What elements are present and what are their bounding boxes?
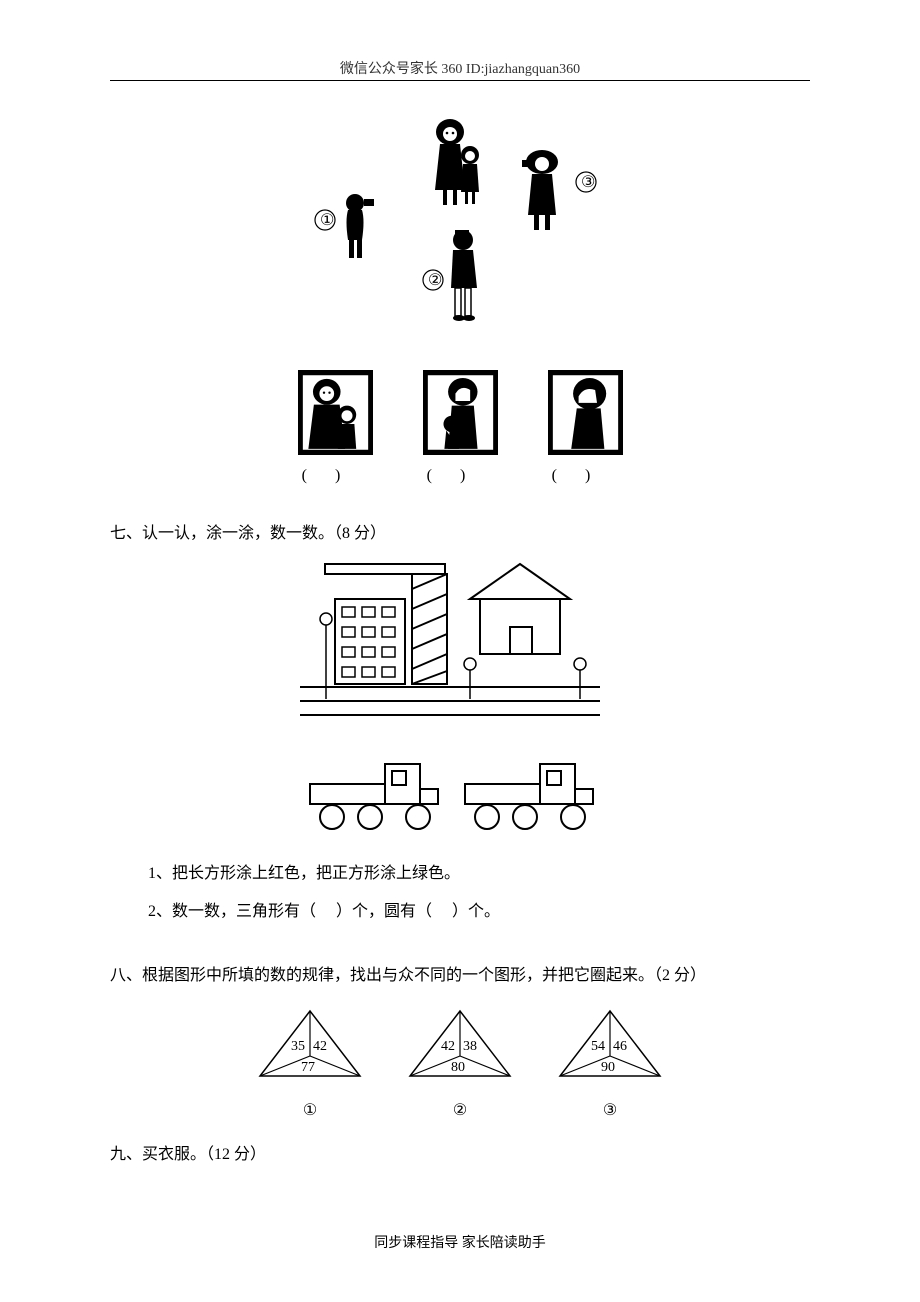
photo-bracket-3: () — [548, 467, 623, 485]
triangles-row: 35 42 77 ① 42 38 80 ② — [110, 1006, 810, 1126]
photo-bracket-2: () — [423, 467, 498, 485]
svg-text:77: 77 — [301, 1060, 315, 1075]
shapes-svg — [290, 559, 630, 839]
section-8-title: 八、根据图形中所填的数的规律，找出与众不同的一个图形，并把它圈起来。（2 分） — [110, 962, 810, 991]
triangle-3-label: ③ — [555, 1097, 665, 1126]
photo-frame-2 — [423, 370, 498, 455]
photo-bracket-1: () — [298, 467, 373, 485]
photo-option-2: () — [423, 370, 498, 485]
photo-option-3: () — [548, 370, 623, 485]
page-header: 微信公众号家长 360 ID:jiazhangquan360 — [0, 58, 920, 78]
section-9-title: 九、买衣服。（12 分） — [110, 1141, 810, 1170]
section-7-title: 七、认一认，涂一涂，数一数。（8 分） — [110, 520, 810, 549]
shapes-scene — [110, 559, 810, 850]
triangle-2-label: ② — [405, 1097, 515, 1126]
photographers-svg: ① — [290, 110, 630, 340]
triangle-1: 35 42 77 ① — [255, 1006, 365, 1126]
footer-text: 同步课程指导 家长陪读助手 — [374, 1236, 546, 1251]
svg-text:42: 42 — [441, 1039, 455, 1054]
section-7: 七、认一认，涂一涂，数一数。（8 分） — [110, 520, 810, 927]
svg-text:38: 38 — [463, 1039, 477, 1054]
photo-frame-3 — [548, 370, 623, 455]
photo-frame-1 — [298, 370, 373, 455]
triangle-2: 42 38 80 ② — [405, 1006, 515, 1126]
photo-option-1: () — [298, 370, 373, 485]
photo-options-row: () () () — [110, 370, 810, 485]
section-7-item-2: 2、数一数，三角形有（ ）个，圆有（ ）个。 — [148, 898, 810, 927]
section-7-item-1: 1、把长方形涂上红色，把正方形涂上绿色。 — [148, 860, 810, 889]
section-8: 八、根据图形中所填的数的规律，找出与众不同的一个图形，并把它圈起来。（2 分） … — [110, 962, 810, 1125]
page-footer: 同步课程指导 家长陪读助手 — [0, 1232, 920, 1252]
svg-text:35: 35 — [291, 1039, 305, 1054]
page-content: ① — [110, 90, 810, 1169]
svg-text:54: 54 — [591, 1039, 605, 1054]
svg-text:90: 90 — [601, 1060, 615, 1075]
section-9: 九、买衣服。（12 分） — [110, 1141, 810, 1170]
triangle-3: 54 46 90 ③ — [555, 1006, 665, 1126]
svg-text:80: 80 — [451, 1060, 465, 1075]
header-text: 微信公众号家长 360 ID:jiazhangquan360 — [340, 62, 580, 77]
photographers-figure: ① — [110, 110, 810, 345]
svg-text:42: 42 — [313, 1039, 327, 1054]
header-rule — [110, 80, 810, 81]
triangle-1-label: ① — [255, 1097, 365, 1126]
svg-text:46: 46 — [613, 1039, 627, 1054]
